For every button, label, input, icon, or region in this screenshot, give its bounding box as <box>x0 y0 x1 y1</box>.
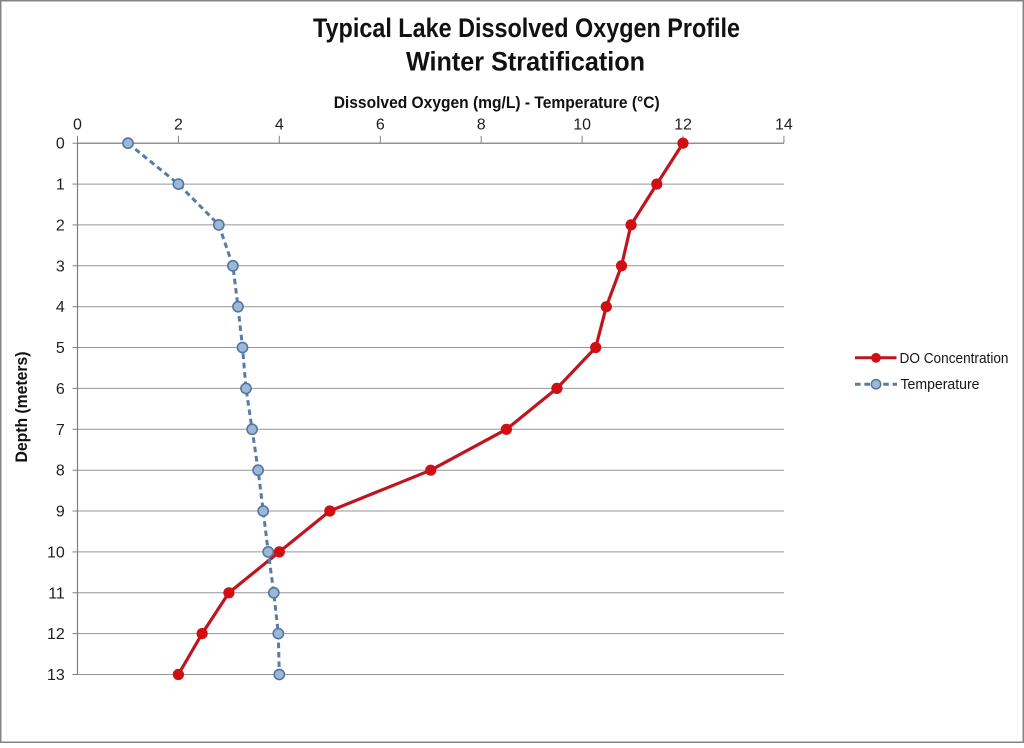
svg-text:8: 8 <box>477 117 486 134</box>
svg-text:9: 9 <box>56 504 65 521</box>
svg-text:4: 4 <box>56 299 65 316</box>
svg-text:10: 10 <box>573 117 591 134</box>
svg-text:12: 12 <box>674 117 692 134</box>
svg-text:10: 10 <box>47 544 65 561</box>
svg-text:2: 2 <box>56 217 65 234</box>
svg-text:14: 14 <box>775 117 793 134</box>
svg-text:DO Concentration: DO Concentration <box>900 350 1009 367</box>
svg-text:5: 5 <box>56 340 65 357</box>
svg-text:Temperature: Temperature <box>901 376 980 393</box>
svg-text:Typical Lake Dissolved Oxygen: Typical Lake Dissolved Oxygen Profile <box>313 13 740 43</box>
svg-text:4: 4 <box>275 117 284 134</box>
svg-text:3: 3 <box>56 258 65 275</box>
svg-text:12: 12 <box>47 626 65 643</box>
svg-text:2: 2 <box>174 117 183 134</box>
svg-text:8: 8 <box>56 463 65 480</box>
svg-text:0: 0 <box>73 117 82 134</box>
svg-text:Winter Stratification: Winter Stratification <box>406 46 645 76</box>
svg-text:7: 7 <box>56 422 65 439</box>
svg-text:6: 6 <box>56 381 65 398</box>
svg-text:11: 11 <box>48 585 65 602</box>
svg-text:1: 1 <box>56 177 65 194</box>
svg-text:13: 13 <box>47 667 65 684</box>
svg-text:Dissolved Oxygen (mg/L) - Temp: Dissolved Oxygen (mg/L) - Temperature (°… <box>334 93 660 112</box>
svg-text:6: 6 <box>376 117 385 134</box>
svg-text:Depth (meters): Depth (meters) <box>12 352 31 463</box>
svg-text:0: 0 <box>56 136 65 153</box>
